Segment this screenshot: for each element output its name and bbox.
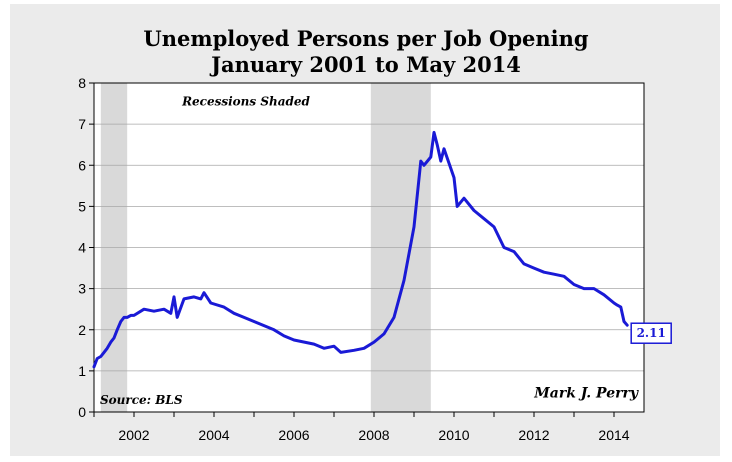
last-value-label: 2.11 [637,326,666,340]
gridlines [94,123,644,372]
y-tick-label-1: 1 [78,363,86,379]
y-tick-label-5: 5 [78,198,86,214]
x-tick-label-2002: 2002 [118,427,149,443]
series-line [92,130,629,369]
y-axis: 0 1 2 3 4 5 6 7 8 [78,75,94,420]
source-note: Source: BLS [100,393,183,407]
y-tick-label-7: 7 [78,116,86,132]
recession-note: Recessions Shaded [181,95,310,109]
x-tick-label-2012: 2012 [518,427,549,443]
y-tick-label-4: 4 [78,240,86,256]
y-tick-label-2: 2 [78,322,86,338]
x-tick-label-2006: 2006 [278,427,309,443]
x-tick-label-2014: 2014 [598,427,629,443]
chart-title: Unemployed Persons per Job Opening [143,26,589,51]
x-axis: 2002 2004 2006 2008 2010 2012 2014 [93,412,630,443]
chart-subtitle: January 2001 to May 2014 [211,52,521,77]
x-tick-label-2008: 2008 [358,427,389,443]
x-tick-label-2010: 2010 [438,427,469,443]
y-tick-label-3: 3 [78,281,86,297]
y-tick-label-6: 6 [78,157,86,173]
y-tick-label-8: 8 [78,75,86,91]
last-value-box [630,322,672,344]
y-tick-label-0: 0 [78,404,86,420]
x-tick-label-2004: 2004 [198,427,229,443]
author-note: Mark J. Perry [533,386,639,402]
